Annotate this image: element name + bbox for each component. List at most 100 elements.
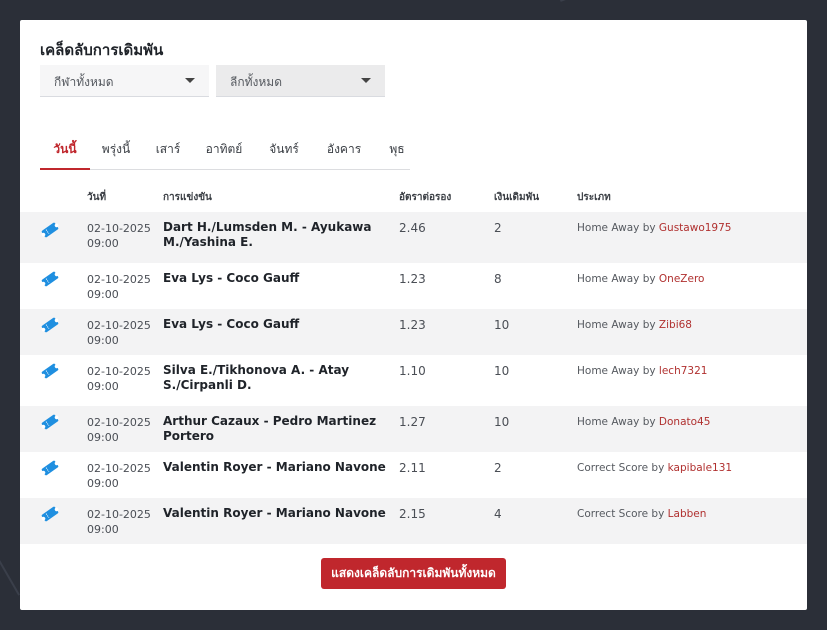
row-by-word: by	[651, 462, 665, 474]
row-odds: 2.15	[399, 507, 426, 521]
league-filter-value: ลีกทั้งหมด	[230, 75, 283, 89]
row-tipster-link[interactable]: Zibi68	[658, 319, 692, 331]
row-type-label: Home Away	[577, 365, 640, 377]
row-tipster-link[interactable]: Labben	[667, 508, 707, 520]
ticket-icon	[41, 221, 59, 243]
row-match: Dart H./Lumsden M. - Ayukawa M./Yashina …	[163, 220, 372, 249]
row-type-label: Home Away	[577, 319, 640, 331]
sport-filter-select[interactable]: กีฬาทั้งหมด	[40, 65, 209, 97]
table-header: วันที่ การแข่งขัน อัตราต่อรอง เงินเดิมพั…	[20, 186, 807, 208]
row-type-label: Home Away	[577, 222, 640, 234]
row-by-word: by	[642, 365, 656, 377]
row-time: 09:00	[87, 523, 119, 536]
row-datetime: 02-10-2025 09:00	[87, 415, 151, 445]
ticket-icon	[41, 362, 59, 384]
table-row[interactable]: 02-10-2025 09:00 Valentin Royer - Marian…	[20, 498, 807, 544]
row-by-word: by	[642, 273, 656, 285]
row-datetime: 02-10-2025 09:00	[87, 507, 151, 537]
row-datetime: 02-10-2025 09:00	[87, 221, 151, 251]
header-match: การแข่งขัน	[163, 192, 212, 203]
row-odds: 2.11	[399, 461, 426, 475]
row-odds: 1.23	[399, 272, 426, 286]
row-tipster-link[interactable]: lech7321	[658, 365, 708, 377]
row-type: Correct Score by Labben	[577, 508, 706, 520]
day-tabs: วันนี้ พรุ่งนี้ เสาร์ อาทิตย์ จันทร์ อัง…	[40, 130, 410, 170]
row-by-word: by	[642, 319, 656, 331]
row-time: 09:00	[87, 380, 119, 393]
header-odds: อัตราต่อรอง	[399, 192, 452, 203]
row-type-label: Correct Score	[577, 508, 649, 520]
tab-tuesday[interactable]: อังคาร	[326, 142, 362, 156]
table-row[interactable]: 02-10-2025 09:00 Silva E./Tikhonova A. -…	[20, 355, 807, 406]
row-date: 02-10-2025	[87, 222, 151, 235]
row-time: 09:00	[87, 237, 119, 250]
row-type: Home Away by Gustawo1975	[577, 222, 731, 234]
caret-down-icon	[185, 78, 195, 83]
row-stake: 10	[494, 364, 510, 378]
row-tipster-link[interactable]: Gustawo1975	[658, 222, 732, 234]
row-time: 09:00	[87, 431, 119, 444]
row-date: 02-10-2025	[87, 319, 151, 332]
table-row[interactable]: 02-10-2025 09:00 Eva Lys - Coco Gauff 1.…	[20, 263, 807, 309]
header-date: วันที่	[87, 192, 107, 203]
row-match: Eva Lys - Coco Gauff	[163, 317, 300, 331]
row-stake: 10	[494, 318, 510, 332]
background-decoration	[0, 560, 20, 596]
row-date: 02-10-2025	[87, 508, 151, 521]
ticket-icon	[41, 270, 59, 292]
background-decoration	[560, 0, 806, 2]
row-tipster-link[interactable]: Donato45	[658, 416, 711, 428]
table-row[interactable]: 02-10-2025 09:00 Valentin Royer - Marian…	[20, 452, 807, 498]
table-row[interactable]: 02-10-2025 09:00 Arthur Cazaux - Pedro M…	[20, 406, 807, 452]
row-match: Silva E./Tikhonova A. - Atay S./Cirpanli…	[163, 363, 350, 392]
row-datetime: 02-10-2025 09:00	[87, 318, 151, 348]
table-row[interactable]: 02-10-2025 09:00 Dart H./Lumsden M. - Ay…	[20, 212, 807, 263]
tab-sunday[interactable]: อาทิตย์	[205, 142, 243, 156]
row-type: Home Away by lech7321	[577, 365, 707, 377]
row-odds: 1.27	[399, 415, 426, 429]
tab-saturday[interactable]: เสาร์	[155, 142, 181, 156]
tab-tomorrow[interactable]: พรุ่งนี้	[101, 142, 131, 156]
row-stake: 10	[494, 415, 510, 429]
row-date: 02-10-2025	[87, 273, 151, 286]
row-stake: 8	[494, 272, 502, 286]
betting-tips-panel: เคล็ดลับการเดิมพัน กีฬาทั้งหมด ลีกทั้งหม…	[20, 20, 807, 610]
header-type: ประเภท	[577, 192, 611, 203]
panel-title: เคล็ดลับการเดิมพัน	[40, 41, 164, 59]
row-time: 09:00	[87, 288, 119, 301]
row-date: 02-10-2025	[87, 416, 151, 429]
league-filter-select[interactable]: ลีกทั้งหมด	[216, 65, 385, 97]
row-type-label: Correct Score	[577, 462, 649, 474]
row-datetime: 02-10-2025 09:00	[87, 461, 151, 491]
table-row[interactable]: 02-10-2025 09:00 Eva Lys - Coco Gauff 1.…	[20, 309, 807, 355]
row-stake: 2	[494, 221, 502, 235]
row-odds: 1.10	[399, 364, 426, 378]
row-match: Valentin Royer - Mariano Navone	[163, 460, 386, 474]
ticket-icon	[41, 459, 59, 481]
tab-wednesday[interactable]: พุธ	[389, 142, 405, 156]
ticket-icon	[41, 413, 59, 435]
row-time: 09:00	[87, 334, 119, 347]
row-match: Eva Lys - Coco Gauff	[163, 271, 300, 285]
row-type: Home Away by Donato45	[577, 416, 710, 428]
show-all-tips-button[interactable]: แสดงเคล็ดลับการเดิมพันทั้งหมด	[321, 558, 506, 589]
row-datetime: 02-10-2025 09:00	[87, 272, 151, 302]
row-type: Home Away by OneZero	[577, 273, 704, 285]
row-date: 02-10-2025	[87, 462, 151, 475]
sport-filter-value: กีฬาทั้งหมด	[54, 75, 114, 89]
row-tipster-link[interactable]: OneZero	[658, 273, 705, 285]
header-stake: เงินเดิมพัน	[494, 192, 540, 203]
row-type-label: Home Away	[577, 273, 640, 285]
row-stake: 2	[494, 461, 502, 475]
ticket-icon	[41, 316, 59, 338]
tab-monday[interactable]: จันทร์	[269, 142, 299, 156]
row-tipster-link[interactable]: kapibale131	[667, 462, 733, 474]
row-stake: 4	[494, 507, 502, 521]
ticket-icon	[41, 505, 59, 527]
tab-today[interactable]: วันนี้	[40, 138, 90, 170]
caret-down-icon	[361, 78, 371, 83]
row-date: 02-10-2025	[87, 365, 151, 378]
row-type: Correct Score by kapibale131	[577, 462, 732, 474]
row-by-word: by	[642, 416, 656, 428]
row-type-label: Home Away	[577, 416, 640, 428]
